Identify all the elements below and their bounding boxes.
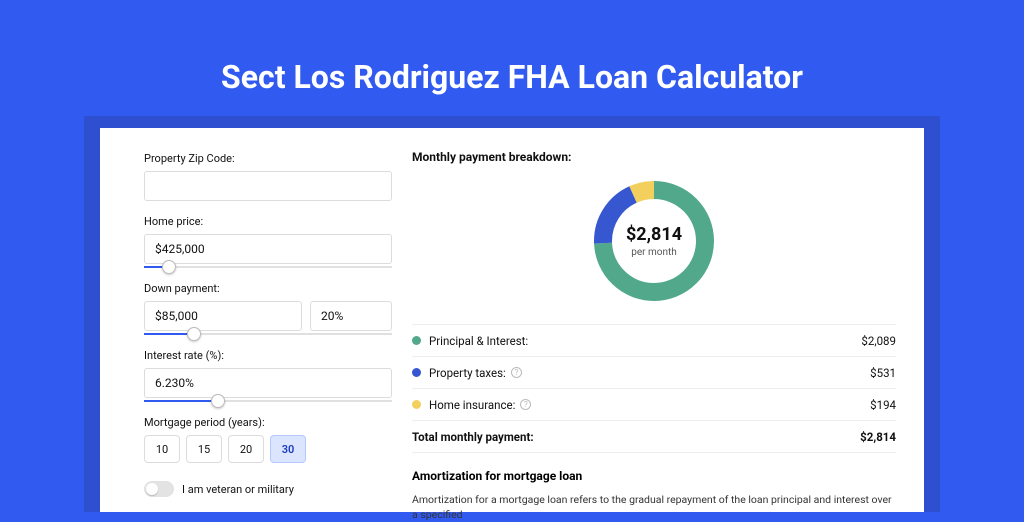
- veteran-toggle[interactable]: [144, 481, 174, 497]
- period-options: 10152030: [144, 435, 400, 463]
- legend-row: Home insurance:? $194: [412, 389, 896, 421]
- interest-rate-field: Interest rate (%):: [144, 349, 400, 402]
- legend: Principal & Interest: $2,089 Property taxe…: [412, 324, 896, 453]
- slider-thumb[interactable]: [162, 260, 176, 274]
- breakdown-title: Monthly payment breakdown:: [412, 150, 896, 164]
- breakdown-column: Monthly payment breakdown: $2,814 per mo…: [400, 128, 924, 512]
- home-price-field: Home price:: [144, 215, 400, 268]
- donut-amount: $2,814: [626, 224, 682, 245]
- legend-value: $194: [870, 398, 896, 412]
- period-option-20[interactable]: 20: [228, 435, 264, 463]
- interest-rate-input[interactable]: [144, 368, 392, 398]
- legend-value: $531: [870, 366, 896, 380]
- legend-dot: [412, 400, 421, 409]
- interest-rate-slider[interactable]: [144, 400, 392, 402]
- legend-total: Total monthly payment: $2,814: [412, 421, 896, 453]
- total-label: Total monthly payment:: [412, 430, 534, 444]
- down-payment-field: Down payment:: [144, 282, 400, 335]
- info-icon[interactable]: ?: [520, 399, 531, 410]
- zip-label: Property Zip Code:: [144, 152, 400, 165]
- legend-value: $2,089: [861, 334, 896, 348]
- donut-chart: $2,814 per month: [589, 176, 719, 306]
- period-option-15[interactable]: 15: [186, 435, 222, 463]
- calculator-panel: Property Zip Code: Home price: Down paym…: [100, 128, 924, 512]
- donut-wrap: $2,814 per month: [412, 176, 896, 306]
- home-price-label: Home price:: [144, 215, 400, 228]
- home-price-input[interactable]: [144, 234, 392, 264]
- down-pct-input[interactable]: [310, 301, 392, 331]
- zip-field: Property Zip Code:: [144, 152, 400, 201]
- home-price-slider[interactable]: [144, 266, 392, 268]
- amortization-section: Amortization for mortgage loan Amortizat…: [412, 469, 896, 522]
- form-column: Property Zip Code: Home price: Down paym…: [100, 128, 400, 512]
- donut-sub: per month: [631, 247, 677, 258]
- down-amount-input[interactable]: [144, 301, 302, 331]
- mortgage-period-field: Mortgage period (years): 10152030: [144, 416, 400, 463]
- slider-thumb[interactable]: [187, 327, 201, 341]
- legend-label: Home insurance:: [429, 398, 515, 412]
- legend-row: Principal & Interest: $2,089: [412, 325, 896, 357]
- legend-row: Property taxes:? $531: [412, 357, 896, 389]
- slider-fill: [144, 400, 218, 402]
- legend-dot: [412, 368, 421, 377]
- amortization-title: Amortization for mortgage loan: [412, 469, 896, 483]
- down-payment-label: Down payment:: [144, 282, 400, 295]
- slider-thumb[interactable]: [211, 394, 225, 408]
- zip-input[interactable]: [144, 171, 392, 201]
- period-option-30[interactable]: 30: [270, 435, 306, 463]
- veteran-label: I am veteran or military: [182, 483, 294, 496]
- interest-rate-label: Interest rate (%):: [144, 349, 400, 362]
- donut-center: $2,814 per month: [589, 176, 719, 306]
- legend-label: Principal & Interest:: [429, 334, 528, 348]
- mortgage-period-label: Mortgage period (years):: [144, 416, 400, 429]
- legend-dot: [412, 336, 421, 345]
- amortization-text: Amortization for a mortgage loan refers …: [412, 493, 896, 522]
- veteran-row: I am veteran or military: [144, 481, 400, 497]
- page: Sect Los Rodriguez FHA Loan Calculator P…: [0, 0, 1024, 512]
- info-icon[interactable]: ?: [511, 367, 522, 378]
- down-payment-slider[interactable]: [144, 333, 392, 335]
- total-value: $2,814: [860, 430, 896, 444]
- legend-label: Property taxes:: [429, 366, 506, 380]
- period-option-10[interactable]: 10: [144, 435, 180, 463]
- page-title: Sect Los Rodriguez FHA Loan Calculator: [0, 0, 1024, 124]
